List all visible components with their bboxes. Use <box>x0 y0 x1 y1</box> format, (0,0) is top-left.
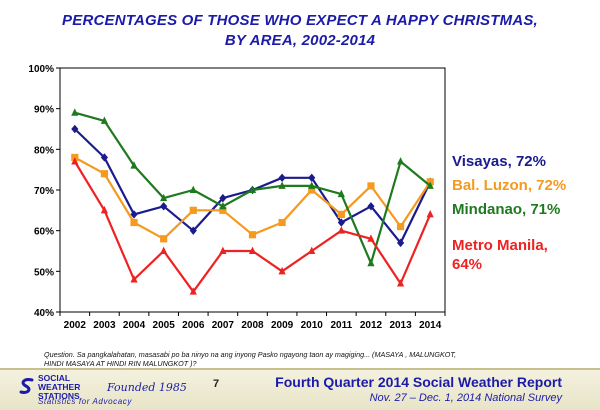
data-point-bal-luzon <box>308 186 316 194</box>
data-point-mindanao <box>426 181 434 189</box>
y-tick-label: 50% <box>34 267 54 278</box>
data-point-visayas <box>189 226 197 235</box>
data-point-metro-manila <box>189 287 197 295</box>
data-point-metro-manila <box>337 226 345 234</box>
data-point-metro-manila <box>130 275 138 283</box>
x-tick-label: 2014 <box>419 320 442 331</box>
data-point-bal-luzon <box>219 206 227 214</box>
data-point-mindanao <box>278 181 286 189</box>
data-point-mindanao <box>130 161 138 169</box>
x-tick-label: 2008 <box>241 320 264 331</box>
data-point-mindanao <box>71 108 79 116</box>
survey-question-line2: HINDI MASAYA AT HINDI RIN MALUNGKOT )? <box>44 359 197 368</box>
data-point-bal-luzon <box>396 223 405 231</box>
series-line-bal-luzon <box>74 156 432 240</box>
sws-logo-icon <box>19 378 34 394</box>
y-tick-label: 100% <box>28 64 54 75</box>
logo-founded: Founded 1985 <box>107 381 187 394</box>
sws-logo-text: SOCIAL WEATHER STATIONS <box>38 374 80 401</box>
legend-metro-manila-line2: 64% <box>452 256 483 273</box>
data-point-metro-manila <box>308 246 316 254</box>
data-point-mindanao <box>160 193 168 202</box>
legend-metro-manila: Metro Manila, 64% <box>452 236 548 274</box>
data-point-bal-luzon <box>160 235 168 243</box>
data-point-metro-manila <box>71 157 79 165</box>
data-point-visayas <box>71 124 79 134</box>
x-tick-label: 2002 <box>64 320 87 331</box>
series-line-metro-manila <box>73 160 432 293</box>
data-point-metro-manila <box>396 279 405 287</box>
x-tick-label: 2013 <box>389 320 412 331</box>
survey-question: Question. Sa pangkalahatan, masasabi po … <box>44 350 564 368</box>
data-point-visayas <box>100 153 109 162</box>
x-tick-label: 2012 <box>360 320 383 331</box>
data-point-visayas <box>130 210 138 219</box>
logo-line-weather: WEATHER <box>38 382 81 392</box>
data-point-metro-manila <box>160 246 168 254</box>
data-point-bal-luzon <box>189 206 197 214</box>
logo-line-social: SOCIAL <box>38 373 71 383</box>
footer-bar <box>0 368 600 410</box>
data-point-bal-luzon <box>337 210 345 218</box>
data-point-visayas <box>278 173 286 182</box>
logo-tagline: Statistics for Advocacy <box>38 397 132 406</box>
data-point-metro-manila <box>248 246 257 254</box>
data-point-mindanao <box>396 157 405 165</box>
data-point-mindanao <box>100 116 109 124</box>
chart-title-line1: PERCENTAGES OF THOSE WHO EXPECT A HAPPY … <box>62 12 538 29</box>
data-point-mindanao <box>367 258 375 267</box>
report-title: Fourth Quarter 2014 Social Weather Repor… <box>275 374 562 390</box>
survey-question-line1: Question. Sa pangkalahatan, masasabi po … <box>44 350 457 359</box>
x-tick-label: 2009 <box>271 320 294 331</box>
data-point-visayas <box>160 202 168 211</box>
x-tick-label: 2005 <box>153 320 176 331</box>
legend-mindanao: Mindanao, 71% <box>452 201 561 218</box>
legend-bal-luzon: Bal. Luzon, 72% <box>452 177 567 194</box>
data-point-metro-manila <box>219 246 227 254</box>
footer-divider <box>0 368 600 370</box>
x-tick-label: 2006 <box>182 320 205 331</box>
data-point-visayas <box>308 173 316 182</box>
logo-line-stations: STATIONS <box>38 391 80 401</box>
data-point-mindanao <box>189 185 197 193</box>
x-tick-label: 2010 <box>301 320 324 331</box>
x-tick-label: 2003 <box>93 320 116 331</box>
chart-title-line2: BY AREA, 2002-2014 <box>224 32 376 49</box>
data-point-metro-manila <box>426 210 434 218</box>
page-number: 7 <box>213 378 220 390</box>
data-point-bal-luzon <box>367 182 375 190</box>
data-point-metro-manila <box>367 234 375 242</box>
x-tick-label: 2011 <box>330 320 352 331</box>
x-tick-label: 2007 <box>212 320 235 331</box>
data-point-visayas <box>219 193 227 203</box>
report-date: Nov. 27 – Dec. 1, 2014 National Survey <box>369 392 562 404</box>
legend-metro-manila-line1: Metro Manila, <box>452 237 548 254</box>
x-tick-label: 2004 <box>123 320 146 331</box>
data-point-bal-luzon <box>278 218 286 227</box>
data-point-bal-luzon <box>248 231 257 239</box>
data-point-mindanao <box>337 189 345 198</box>
data-point-bal-luzon <box>100 170 109 178</box>
data-point-visayas <box>396 238 405 248</box>
y-tick-label: 60% <box>34 227 54 238</box>
legend-visayas: Visayas, 72% <box>452 153 546 170</box>
y-tick-label: 90% <box>34 105 54 116</box>
y-tick-label: 80% <box>34 145 54 156</box>
data-point-mindanao <box>308 181 316 189</box>
data-point-metro-manila <box>100 205 109 214</box>
data-point-mindanao <box>248 185 257 193</box>
y-tick-label: 40% <box>34 308 54 319</box>
data-point-visayas <box>337 218 345 227</box>
data-point-bal-luzon <box>130 218 138 227</box>
data-point-mindanao <box>219 201 227 210</box>
data-point-metro-manila <box>278 266 286 275</box>
y-tick-label: 70% <box>34 186 54 197</box>
data-point-visayas <box>367 202 375 211</box>
